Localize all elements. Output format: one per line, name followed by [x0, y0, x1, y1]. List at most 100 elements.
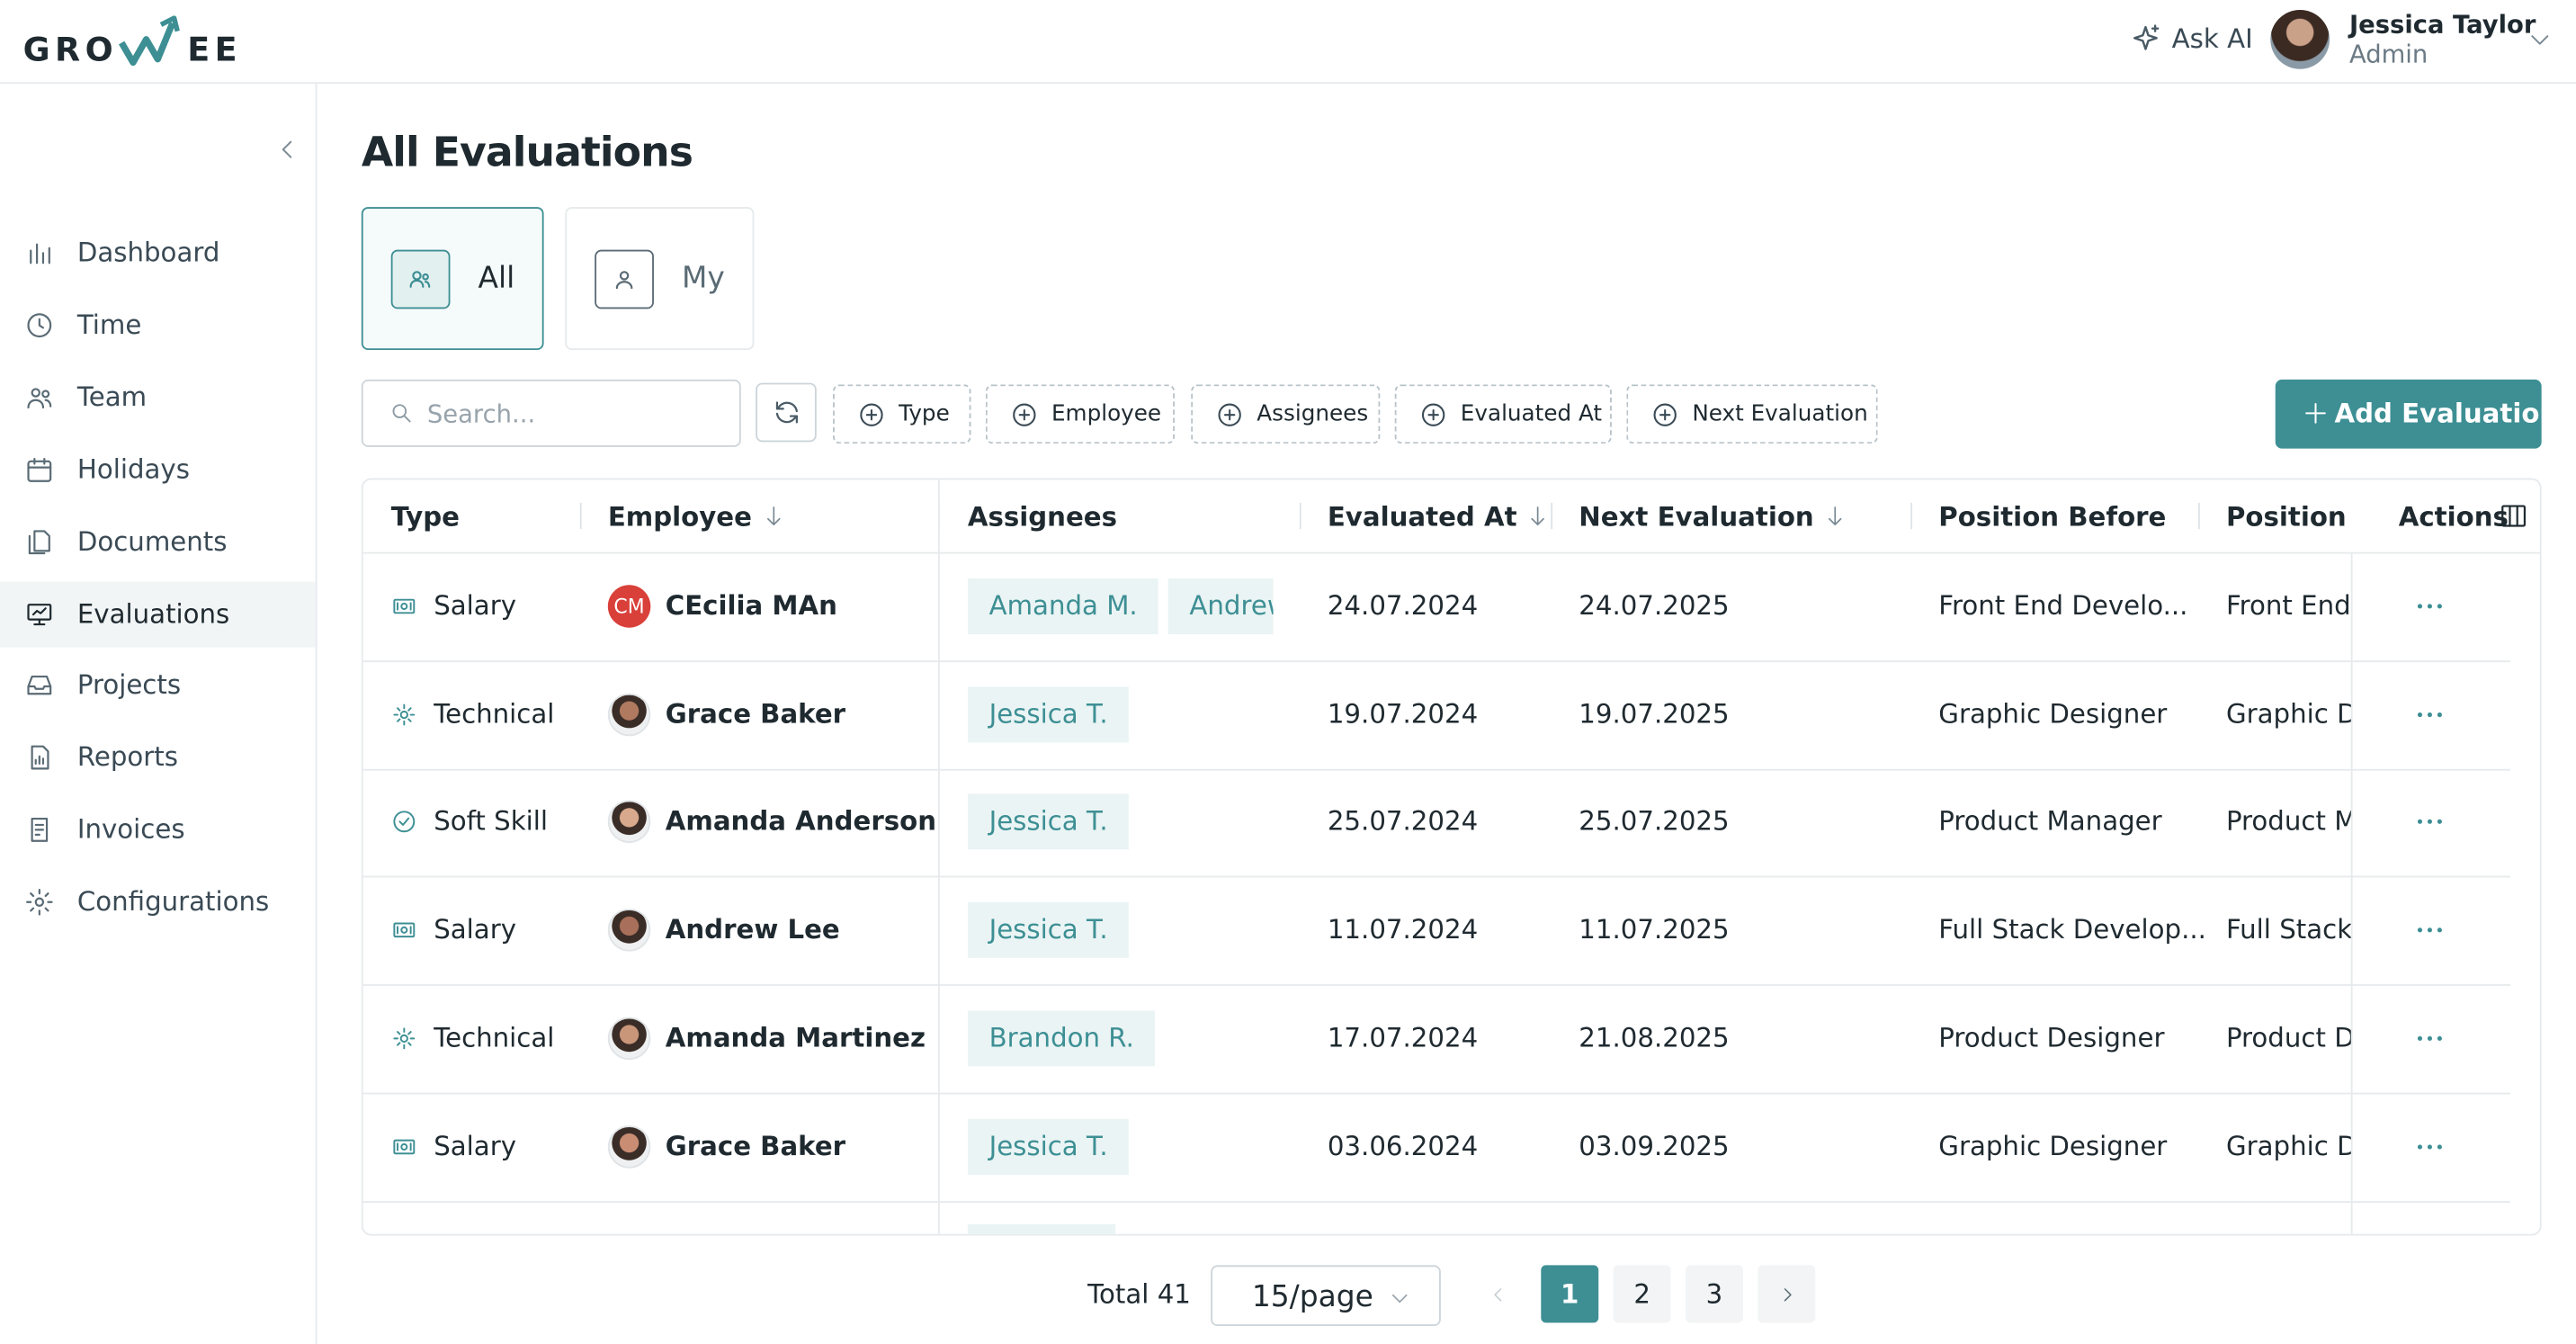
- cell-position-before: Product Manager: [1938, 805, 2162, 838]
- employee-cell[interactable]: Grace Baker: [665, 1129, 846, 1161]
- prev-page[interactable]: [1471, 1265, 1526, 1322]
- nav-item[interactable]: Invoices: [76, 813, 185, 846]
- employee-initials: CM: [607, 585, 651, 628]
- cell-position-after: Product De: [2225, 1021, 2351, 1053]
- filter-button[interactable]: Employee: [985, 384, 1175, 444]
- employee-cell[interactable]: Andrew Lee: [665, 913, 840, 945]
- refresh-button[interactable]: [756, 382, 817, 443]
- user-role: Admin: [2348, 39, 2428, 69]
- column-header: Type: [390, 501, 460, 533]
- search-input[interactable]: Search...: [361, 379, 741, 447]
- cell-next-evaluation: 03.09.2025: [1579, 1129, 1730, 1161]
- user-menu-caret[interactable]: [2527, 26, 2553, 52]
- assignee-chip[interactable]: Brandon R.: [967, 1009, 1156, 1067]
- tab[interactable]: All: [361, 207, 544, 351]
- cell-position-after: Full Stack D: [2225, 913, 2351, 945]
- actions-divider: [2350, 553, 2353, 1234]
- nav-item[interactable]: Dashboard: [76, 237, 220, 268]
- filter-icon: [1651, 401, 1679, 429]
- nav-item[interactable]: Time: [76, 309, 142, 340]
- employee-avatar: [607, 1017, 651, 1060]
- sidebar: [0, 84, 318, 1344]
- page-button[interactable]: 1: [1541, 1265, 1599, 1323]
- filter-icon: [1010, 401, 1038, 429]
- type-icon: [391, 701, 417, 727]
- assignee-chip[interactable]: Jessica T.: [967, 901, 1130, 959]
- nav-item[interactable]: Team: [76, 381, 148, 413]
- assignee-chip[interactable]: Amanda M.: [967, 578, 1159, 635]
- search-icon: [389, 401, 414, 426]
- assignee-chip[interactable]: Andrew: [1167, 578, 1274, 635]
- nav-item[interactable]: Holidays: [76, 452, 190, 485]
- nav-item[interactable]: Reports: [76, 741, 178, 774]
- add-label: Add Evaluation: [2334, 398, 2559, 429]
- ask-ai[interactable]: Ask AI: [2171, 22, 2253, 55]
- header-separator: [1910, 502, 1913, 530]
- assignee-cell: Jessica T.: [967, 685, 1274, 743]
- row-line: [362, 660, 2510, 663]
- cell-position-after: Front End I: [2225, 589, 2351, 622]
- search-placeholder: Search...: [426, 399, 536, 429]
- ask-ai-icon: [2129, 23, 2162, 57]
- employee-cell[interactable]: Amanda Anderson: [665, 805, 937, 838]
- assignee-chip[interactable]: Jessica T.: [967, 685, 1130, 743]
- top-bar: [0, 0, 2576, 85]
- filter-label: Employee: [1051, 400, 1162, 427]
- logo-left: GRO: [22, 29, 119, 69]
- row-actions[interactable]: [2415, 1025, 2445, 1051]
- cell-position-before: Full Stack Develop...: [1938, 913, 2206, 945]
- nav-item[interactable]: Configurations: [76, 885, 270, 918]
- collapse-button[interactable]: [274, 137, 300, 163]
- page-button[interactable]: 3: [1686, 1265, 1743, 1323]
- filter-button[interactable]: Evaluated At: [1394, 384, 1612, 444]
- add-button[interactable]: Add Evaluation: [2275, 379, 2558, 449]
- column-header[interactable]: Next Evaluation: [1579, 501, 1814, 533]
- page-title: All Evaluations: [361, 128, 693, 176]
- employee-cell[interactable]: Grace Baker: [665, 697, 846, 730]
- sort-icon[interactable]: [1823, 503, 1847, 529]
- sort-icon[interactable]: [763, 503, 786, 529]
- page-size-caret: [1388, 1285, 1411, 1308]
- nav-item[interactable]: Projects: [76, 669, 182, 701]
- row-line: [362, 1092, 2510, 1095]
- columns-icon[interactable]: [2497, 501, 2530, 531]
- employee-cell[interactable]: CEcilia MAn: [665, 589, 837, 622]
- row-actions[interactable]: [2415, 809, 2445, 835]
- nav-icon: [24, 310, 54, 340]
- row-actions[interactable]: [2415, 593, 2445, 619]
- filter-button[interactable]: Type: [833, 384, 971, 444]
- cell-evaluated-at: 19.07.2024: [1327, 697, 1479, 730]
- type-icon: [391, 917, 417, 943]
- cell-position-after: Graphic De: [2225, 697, 2351, 730]
- nav-item[interactable]: Evaluations: [76, 596, 230, 629]
- nav-item[interactable]: Documents: [76, 524, 228, 557]
- assignee-cell: Jessica T.: [967, 793, 1274, 851]
- column-header[interactable]: Evaluated At: [1327, 501, 1517, 533]
- type-cell: Soft Skill: [434, 805, 549, 838]
- tab[interactable]: My: [565, 207, 755, 351]
- column-header: Position Before: [1938, 501, 2167, 533]
- sort-icon[interactable]: [1526, 503, 1550, 529]
- assignee-chip[interactable]: Jessica T.: [967, 1117, 1130, 1175]
- assignee-chip[interactable]: Jessica T.: [967, 793, 1130, 851]
- page-size-select[interactable]: 15/page: [1211, 1265, 1441, 1327]
- row-actions[interactable]: [2415, 701, 2445, 727]
- nav-icon: [24, 815, 54, 845]
- row-actions[interactable]: [2415, 917, 2445, 943]
- column-header[interactable]: Employee: [607, 501, 752, 533]
- next-page[interactable]: [1758, 1265, 1816, 1323]
- row-actions[interactable]: [2415, 1133, 2445, 1159]
- nav-icon: [24, 743, 54, 773]
- filter-button[interactable]: Assignees: [1191, 384, 1381, 444]
- cell-position-before: Graphic Designer: [1938, 1129, 2168, 1161]
- page-button[interactable]: 2: [1613, 1265, 1671, 1323]
- nav-icon: [24, 527, 54, 557]
- type-icon: [391, 593, 417, 619]
- header-bottom: [362, 551, 2540, 554]
- tab-icon: [595, 249, 654, 309]
- filter-button[interactable]: Next Evaluation: [1626, 384, 1878, 444]
- employee-cell[interactable]: Amanda Martinez: [665, 1021, 926, 1053]
- cell-evaluated-at: 03.06.2024: [1327, 1129, 1479, 1161]
- logo-mark: [119, 13, 184, 69]
- nav-icon: [24, 238, 54, 268]
